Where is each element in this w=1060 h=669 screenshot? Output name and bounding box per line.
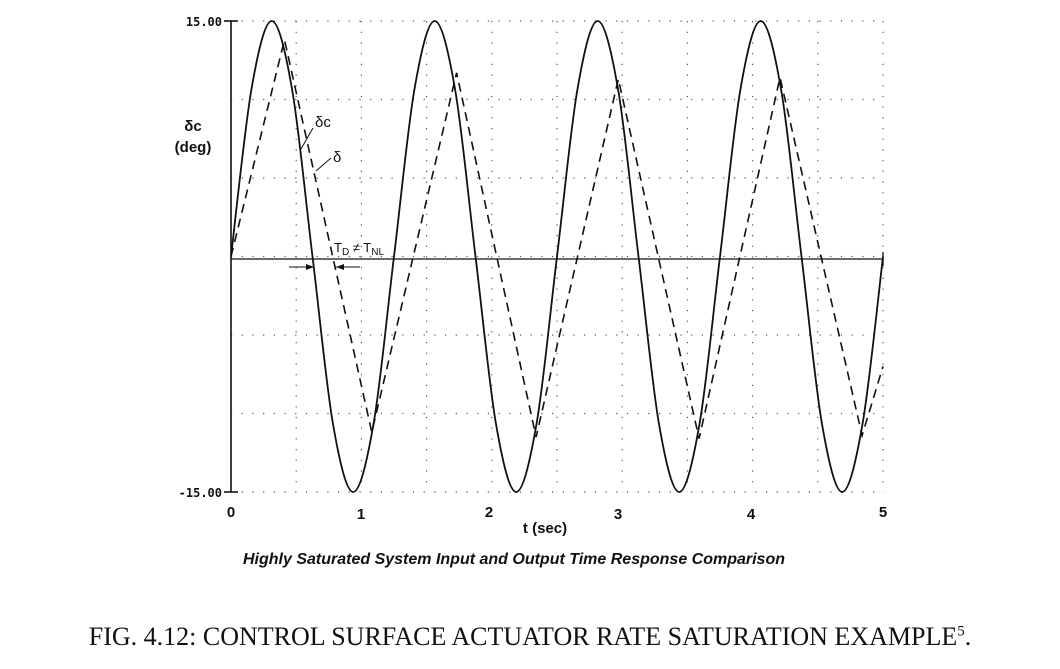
delta-c-leader [300,127,314,150]
figure-title: FIG. 4.12: CONTROL SURFACE ACTUATOR RATE… [0,622,1060,652]
y-axis-title-line1: δc [184,118,201,135]
x-tick-label-0: 0 [227,504,235,521]
x-tick-label-3: 3 [614,506,622,523]
lag-arrowhead-right [336,264,344,270]
x-tick-label-1: 1 [357,506,365,523]
series-line-delta-c [230,20,884,493]
y-axis-title-line2: (deg) [175,139,212,156]
x-tick-label-2: 2 [485,504,493,521]
figure-title-text: FIG. 4.12: CONTROL SURFACE ACTUATOR RATE… [88,622,958,651]
x-axis-title: t (sec) [523,520,567,537]
lag-annotation: TD ≠ TNL [289,240,384,270]
y-tick-label-max: 15.00 [186,15,222,29]
figure-title-reference: 5 [957,623,965,640]
x-tick-label-4: 4 [747,506,756,523]
series-labels: δc δ [300,114,341,172]
y-tick-label-min: -15.00 [179,486,222,500]
lag-annotation-text: TD ≠ TNL [334,240,384,258]
figure-title-end: . [964,622,972,651]
x-tick-label-5: 5 [879,504,887,521]
lag-arrowhead-left [306,264,314,270]
chart-caption: Highly Saturated System Input and Output… [243,551,785,568]
series-label-delta-c: δc [315,114,331,131]
delta-leader [315,157,332,172]
series-line-delta [230,39,884,439]
series [230,20,884,493]
series-label-delta: δ [333,149,341,166]
axes [224,20,884,493]
